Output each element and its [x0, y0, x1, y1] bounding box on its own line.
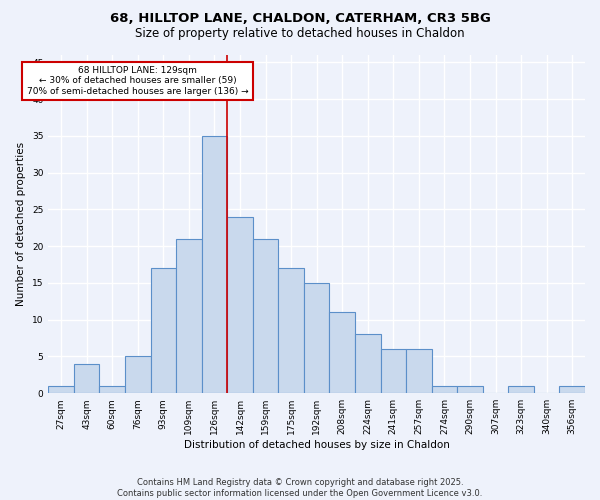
- Bar: [176, 239, 202, 393]
- Bar: [380, 349, 406, 393]
- Bar: [74, 364, 100, 393]
- Bar: [278, 268, 304, 393]
- Text: 68 HILLTOP LANE: 129sqm
← 30% of detached houses are smaller (59)
70% of semi-de: 68 HILLTOP LANE: 129sqm ← 30% of detache…: [27, 66, 248, 96]
- Bar: [253, 239, 278, 393]
- Bar: [227, 217, 253, 393]
- Bar: [49, 386, 74, 393]
- Text: Contains HM Land Registry data © Crown copyright and database right 2025.
Contai: Contains HM Land Registry data © Crown c…: [118, 478, 482, 498]
- Bar: [100, 386, 125, 393]
- Bar: [508, 386, 534, 393]
- Bar: [559, 386, 585, 393]
- Bar: [125, 356, 151, 393]
- X-axis label: Distribution of detached houses by size in Chaldon: Distribution of detached houses by size …: [184, 440, 449, 450]
- Bar: [355, 334, 380, 393]
- Text: Size of property relative to detached houses in Chaldon: Size of property relative to detached ho…: [135, 28, 465, 40]
- Bar: [151, 268, 176, 393]
- Bar: [431, 386, 457, 393]
- Y-axis label: Number of detached properties: Number of detached properties: [16, 142, 26, 306]
- Bar: [457, 386, 483, 393]
- Bar: [202, 136, 227, 393]
- Bar: [304, 283, 329, 393]
- Text: 68, HILLTOP LANE, CHALDON, CATERHAM, CR3 5BG: 68, HILLTOP LANE, CHALDON, CATERHAM, CR3…: [110, 12, 490, 26]
- Bar: [406, 349, 431, 393]
- Bar: [329, 312, 355, 393]
